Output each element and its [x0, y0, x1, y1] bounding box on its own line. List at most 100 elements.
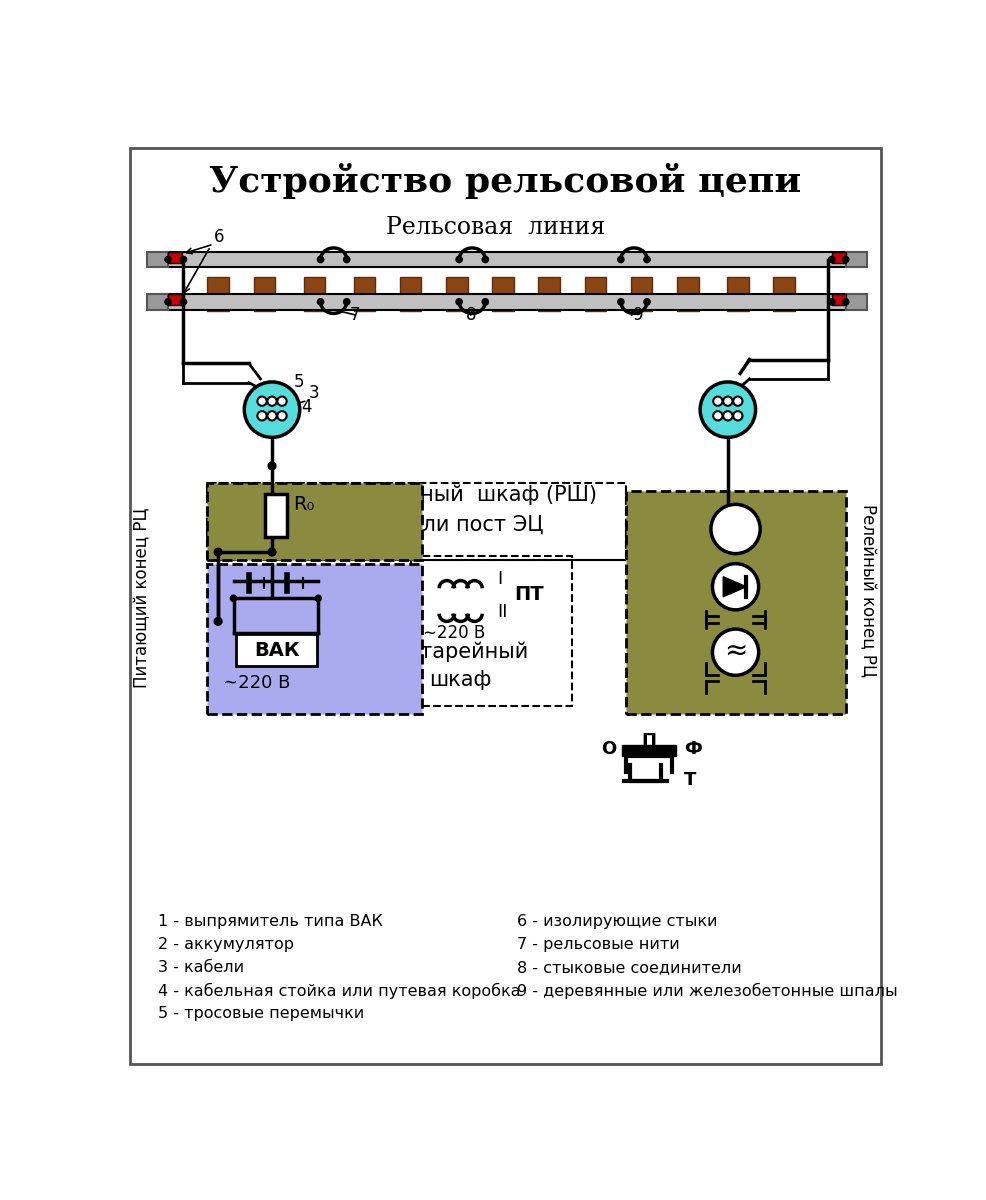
Circle shape [713, 564, 758, 610]
Circle shape [828, 256, 836, 263]
Bar [206, 482, 626, 559]
Bar [538, 277, 560, 311]
Bar [492, 277, 514, 311]
Text: 8 - стыковые соединители: 8 - стыковые соединители [517, 960, 741, 976]
Circle shape [713, 396, 723, 406]
Circle shape [643, 298, 651, 306]
Circle shape [481, 256, 489, 263]
Circle shape [317, 256, 324, 263]
Circle shape [267, 412, 277, 420]
Text: 2: 2 [373, 590, 384, 608]
Circle shape [267, 396, 277, 406]
Text: П: П [770, 510, 788, 530]
Circle shape [343, 298, 351, 306]
Circle shape [165, 298, 172, 306]
Bar [677, 277, 699, 311]
Circle shape [343, 256, 351, 263]
Circle shape [617, 256, 625, 263]
Circle shape [257, 412, 266, 420]
Circle shape [643, 256, 651, 263]
Bar [168, 252, 846, 268]
Text: Питающий конец РЦ: Питающий конец РЦ [134, 508, 152, 689]
Bar [832, 294, 846, 305]
Text: 5: 5 [294, 372, 304, 390]
Bar [206, 482, 422, 559]
Circle shape [734, 412, 742, 420]
Text: I: I [498, 570, 503, 588]
Text: −: − [214, 610, 233, 630]
Text: II: II [498, 602, 508, 620]
Bar [631, 277, 653, 311]
Polygon shape [724, 577, 746, 596]
Circle shape [317, 298, 324, 306]
Bar [304, 277, 325, 311]
Circle shape [179, 256, 187, 263]
Circle shape [713, 629, 758, 676]
Text: 3 - кабели: 3 - кабели [158, 960, 245, 976]
Bar [253, 277, 275, 311]
Text: ВАК: ВАК [253, 641, 300, 660]
Bar [168, 294, 182, 305]
Bar [832, 252, 846, 263]
Circle shape [257, 396, 266, 406]
Circle shape [214, 547, 223, 557]
Text: R₀: R₀ [293, 494, 315, 514]
Text: ∼220 В: ∼220 В [423, 624, 486, 642]
Circle shape [179, 298, 187, 306]
Bar [147, 294, 168, 310]
Circle shape [277, 396, 287, 406]
Circle shape [700, 382, 755, 437]
Circle shape [828, 298, 836, 306]
Text: Релейный  шкаф (РШ)
или пост ЭЦ: Релейный шкаф (РШ) или пост ЭЦ [355, 485, 598, 535]
Text: 9 - деревянные или железобетонные шпалы: 9 - деревянные или железобетонные шпалы [517, 983, 897, 1000]
Circle shape [711, 504, 760, 553]
Text: 4: 4 [302, 398, 312, 416]
Circle shape [230, 594, 238, 602]
Text: ∼220 В: ∼220 В [223, 674, 290, 692]
Bar [773, 277, 795, 311]
Bar [622, 745, 676, 756]
Text: 5 - тросовые перемычки: 5 - тросовые перемычки [158, 1007, 364, 1021]
Circle shape [724, 396, 733, 406]
Text: 1: 1 [373, 632, 384, 650]
Bar [400, 277, 421, 311]
Bar [846, 294, 868, 310]
Bar [727, 277, 748, 311]
Text: О: О [600, 740, 616, 758]
Text: ПТ: ПТ [515, 584, 544, 604]
Text: +: + [288, 608, 308, 632]
Circle shape [617, 298, 625, 306]
Bar [626, 491, 846, 714]
Bar [147, 252, 168, 268]
Text: Релейный конец РЦ: Релейный конец РЦ [858, 504, 877, 677]
Circle shape [165, 256, 172, 263]
Bar [585, 277, 606, 311]
Circle shape [245, 382, 300, 437]
Circle shape [267, 461, 277, 470]
Circle shape [214, 617, 223, 626]
Text: 6: 6 [214, 228, 225, 246]
Circle shape [734, 396, 742, 406]
Circle shape [724, 412, 733, 420]
Bar [168, 294, 846, 310]
Text: 2 - аккумулятор: 2 - аккумулятор [158, 937, 294, 952]
Text: 7: 7 [350, 306, 361, 324]
Text: 7 - рельсовые нити: 7 - рельсовые нити [517, 937, 679, 952]
Text: Устройство рельсовой цепи: Устройство рельсовой цепи [209, 163, 802, 199]
Bar [410, 556, 572, 706]
Bar [168, 252, 182, 263]
Circle shape [277, 412, 287, 420]
Circle shape [842, 256, 850, 263]
Text: 3: 3 [309, 384, 319, 402]
Text: Рельсовая  линия: Рельсовая линия [386, 216, 605, 239]
Circle shape [842, 298, 850, 306]
Text: Батарейный
шкаф: Батарейный шкаф [393, 642, 528, 690]
Circle shape [267, 547, 277, 557]
Text: Ф: Ф [684, 740, 702, 758]
Text: Т: Т [684, 772, 696, 790]
Text: 6 - изолирующие стыки: 6 - изолирующие стыки [517, 914, 718, 929]
Text: 4 - кабельная стойка или путевая коробка: 4 - кабельная стойка или путевая коробка [158, 983, 521, 1000]
Text: 1 - выпрямитель типа ВАК: 1 - выпрямитель типа ВАК [158, 914, 383, 929]
Circle shape [456, 298, 463, 306]
Text: 9: 9 [633, 306, 644, 324]
